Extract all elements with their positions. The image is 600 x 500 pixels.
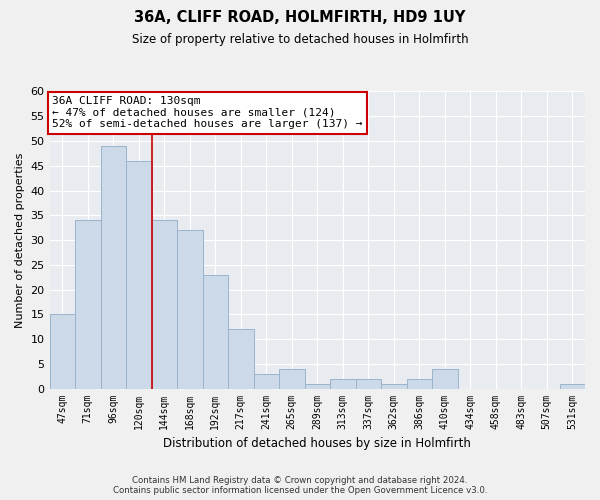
Text: 36A, CLIFF ROAD, HOLMFIRTH, HD9 1UY: 36A, CLIFF ROAD, HOLMFIRTH, HD9 1UY xyxy=(134,10,466,25)
Bar xyxy=(254,374,279,388)
Bar xyxy=(407,378,432,388)
Text: 36A CLIFF ROAD: 130sqm
← 47% of detached houses are smaller (124)
52% of semi-de: 36A CLIFF ROAD: 130sqm ← 47% of detached… xyxy=(52,96,363,129)
Bar xyxy=(228,329,254,388)
Bar xyxy=(330,378,356,388)
Bar xyxy=(152,220,177,388)
Bar xyxy=(177,230,203,388)
Bar xyxy=(50,314,75,388)
Bar xyxy=(279,369,305,388)
Bar xyxy=(381,384,407,388)
X-axis label: Distribution of detached houses by size in Holmfirth: Distribution of detached houses by size … xyxy=(163,437,471,450)
Bar xyxy=(203,274,228,388)
Text: Contains HM Land Registry data © Crown copyright and database right 2024.
Contai: Contains HM Land Registry data © Crown c… xyxy=(113,476,487,495)
Bar xyxy=(101,146,126,388)
Y-axis label: Number of detached properties: Number of detached properties xyxy=(15,152,25,328)
Bar xyxy=(432,369,458,388)
Bar xyxy=(356,378,381,388)
Text: Size of property relative to detached houses in Holmfirth: Size of property relative to detached ho… xyxy=(131,32,469,46)
Bar xyxy=(126,161,152,388)
Bar xyxy=(305,384,330,388)
Bar xyxy=(75,220,101,388)
Bar xyxy=(560,384,585,388)
